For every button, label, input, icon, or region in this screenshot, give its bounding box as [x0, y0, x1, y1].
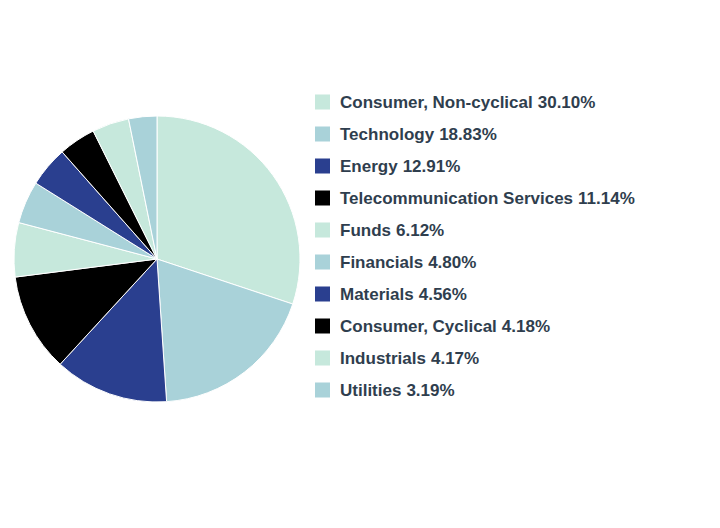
legend-item: Industrials 4.17% — [315, 349, 479, 368]
legend-swatch — [315, 127, 330, 142]
legend-category: Utilities — [340, 381, 401, 400]
legend-category: Telecommunication Services — [340, 189, 573, 208]
legend-swatch — [315, 223, 330, 238]
legend-category: Materials — [340, 285, 414, 304]
legend-category: Technology — [340, 125, 435, 144]
legend-swatch — [315, 351, 330, 366]
legend-value: 30.10% — [538, 93, 596, 112]
pie — [14, 116, 300, 402]
legend-swatch — [315, 159, 330, 174]
legend-label: Materials 4.56% — [340, 285, 467, 304]
legend-item: Financials 4.80% — [315, 253, 476, 272]
legend-swatch — [315, 383, 330, 398]
legend-category: Consumer, Cyclical — [340, 317, 497, 336]
legend-label: Funds 6.12% — [340, 221, 444, 240]
legend-item: Technology18.83% — [315, 125, 497, 144]
legend-category: Consumer, Non-cyclical — [340, 93, 533, 112]
legend-value: 6.12% — [396, 221, 444, 240]
legend-swatch — [315, 255, 330, 270]
legend-value: 4.18% — [502, 317, 550, 336]
legend-label: Utilities 3.19% — [340, 381, 455, 400]
legend-value: 18.83% — [439, 125, 497, 144]
legend-category: Industrials — [340, 349, 426, 368]
legend-label: Energy 12.91% — [340, 157, 460, 176]
legend-label: Consumer, Non-cyclical 30.10% — [340, 93, 595, 112]
legend-label: Financials 4.80% — [340, 253, 476, 272]
legend-item: Funds 6.12% — [315, 221, 444, 240]
legend-category: Energy — [340, 157, 398, 176]
legend-label: Consumer, Cyclical 4.18% — [340, 317, 550, 336]
legend-swatch — [315, 287, 330, 302]
pie-slice — [157, 259, 293, 402]
legend-swatch — [315, 319, 330, 334]
legend-category: Funds — [340, 221, 391, 240]
legend-value: 12.91% — [403, 157, 461, 176]
legend-label: Industrials 4.17% — [340, 349, 479, 368]
legend-value: 4.56% — [419, 285, 467, 304]
legend-item: Materials 4.56% — [315, 285, 467, 304]
pie-slice — [129, 116, 157, 259]
legend-item: Consumer, Cyclical 4.18% — [315, 317, 550, 336]
legend-value: 4.17% — [431, 349, 479, 368]
legend-item: Consumer, Non-cyclical 30.10% — [315, 93, 595, 112]
legend-value: 4.80% — [428, 253, 476, 272]
legend-label: Telecommunication Services 11.14% — [340, 189, 635, 208]
legend-item: Utilities 3.19% — [315, 381, 455, 400]
chart: Consumer, Non-cyclical 30.10% Technology18… — [0, 0, 720, 528]
legend-item: Energy 12.91% — [315, 157, 460, 176]
legend-swatch — [315, 191, 330, 206]
legend-category: Financials — [340, 253, 423, 272]
legend-item: Telecommunication Services 11.14% — [315, 189, 635, 208]
legend: Consumer, Non-cyclical 30.10% Technology18… — [315, 93, 635, 400]
legend-label: Technology18.83% — [340, 125, 497, 144]
legend-swatch — [315, 95, 330, 110]
legend-value: 3.19% — [406, 381, 454, 400]
legend-value: 11.14% — [578, 189, 635, 208]
